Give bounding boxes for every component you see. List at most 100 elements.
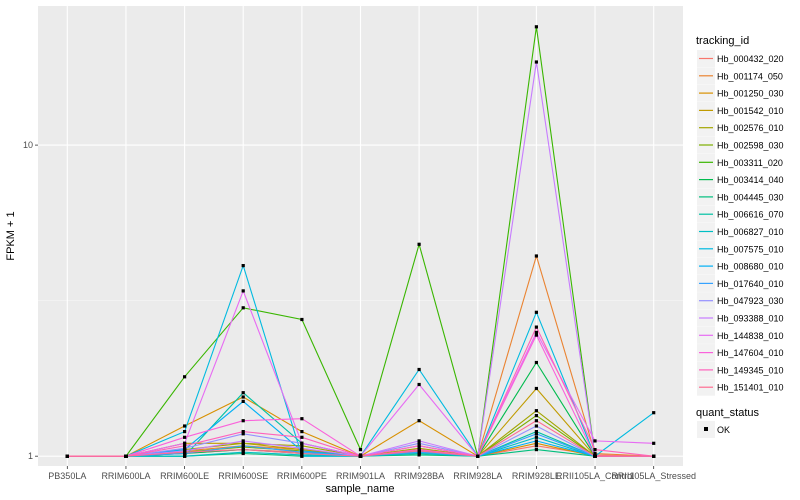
legend-label: Hb_003414_040	[717, 175, 784, 185]
data-point	[124, 454, 128, 458]
data-point	[65, 454, 69, 458]
data-point	[358, 454, 363, 458]
x-tick-label: RRIM928LA	[453, 471, 502, 481]
y-tick-label: 10	[23, 140, 33, 150]
data-point	[300, 446, 304, 450]
data-point	[241, 306, 245, 310]
legend-label: Hb_001250_030	[717, 89, 784, 99]
legend-label: Hb_002598_030	[717, 141, 784, 151]
y-axis: 1 10	[23, 140, 38, 461]
data-point	[534, 325, 538, 329]
data-point	[183, 424, 187, 428]
legend: tracking_id Hb_000432_020Hb_001174_050Hb…	[696, 35, 784, 438]
data-point	[183, 430, 187, 434]
data-point	[476, 454, 480, 458]
data-point	[417, 382, 421, 387]
data-point	[652, 441, 656, 445]
legend-label: Hb_003311_020	[717, 158, 783, 168]
legend-label: Hb_017640_010	[717, 279, 784, 289]
data-point	[300, 417, 304, 421]
data-point	[534, 419, 538, 423]
data-point	[300, 435, 304, 439]
shape-legend-ok-label: OK	[717, 425, 730, 435]
data-point	[358, 448, 363, 452]
data-point	[300, 444, 304, 448]
legend-label: Hb_002576_010	[717, 123, 784, 133]
data-point	[183, 444, 187, 448]
data-point	[593, 448, 597, 452]
data-point	[183, 454, 187, 458]
legend-label: Hb_000432_020	[717, 54, 784, 64]
data-point	[534, 448, 538, 452]
x-axis: PB350LA RRIM600LA RRIM600LE RRIM600SE RRIM60…	[48, 466, 696, 481]
legend-label: Hb_006616_070	[717, 210, 784, 220]
legend-label: Hb_147604_010	[717, 348, 784, 358]
data-point	[534, 444, 538, 448]
data-point	[417, 419, 421, 423]
x-tick-label: RRIM600LA	[101, 471, 150, 481]
legend-label: Hb_006827_010	[717, 227, 784, 237]
legend-label: Hb_008680_010	[717, 262, 784, 272]
data-point	[417, 242, 421, 246]
x-tick-label: RRIM600LE	[160, 471, 209, 481]
data-point	[534, 333, 538, 337]
data-point	[534, 430, 538, 434]
y-axis-title: FPKM + 1	[5, 211, 17, 260]
x-tick-label: RRIM600SE	[218, 471, 268, 481]
x-tick-label: RRIM901LA	[336, 471, 385, 481]
legend-label: Hb_149345_010	[717, 365, 784, 375]
data-point	[534, 439, 538, 443]
data-point	[241, 419, 245, 423]
data-point	[534, 360, 538, 365]
data-point	[300, 451, 304, 456]
data-point	[183, 435, 187, 439]
y-tick-label: 1	[28, 451, 33, 461]
data-point	[183, 450, 187, 454]
data-point	[183, 375, 187, 379]
legend-label: Hb_047923_030	[717, 296, 784, 306]
data-point	[652, 454, 656, 458]
x-tick-label: RRII105LA_Stressed	[611, 471, 696, 481]
legend-label: Hb_001542_010	[717, 106, 784, 116]
data-point	[593, 439, 597, 443]
data-point	[417, 367, 421, 372]
data-point	[534, 435, 538, 439]
data-point	[300, 441, 304, 445]
data-point	[593, 454, 597, 458]
series-points	[65, 25, 656, 458]
data-point	[534, 330, 538, 334]
data-point	[300, 454, 304, 458]
legend-label: Hb_144838_010	[717, 331, 784, 341]
legend-label: Hb_001174_050	[717, 71, 783, 81]
data-point	[593, 451, 597, 456]
data-point	[183, 446, 187, 450]
x-tick-label: PB350LA	[48, 471, 86, 481]
data-point	[241, 399, 245, 403]
data-point	[417, 444, 421, 448]
data-point	[534, 432, 538, 436]
x-axis-title: sample_name	[325, 483, 394, 495]
data-point	[534, 25, 538, 29]
x-tick-label: RRIM600PE	[277, 471, 327, 481]
legend-items: Hb_000432_020 Hb_001174_050 Hb_001250_030 H…	[697, 50, 784, 396]
shape-legend-title: quant_status	[696, 407, 759, 419]
legend-label: Hb_093388_010	[717, 314, 784, 324]
data-point	[241, 450, 245, 454]
data-point	[534, 254, 538, 258]
data-point	[241, 444, 245, 448]
data-point	[417, 439, 421, 443]
data-point	[241, 441, 245, 445]
data-point	[241, 448, 245, 452]
x-tick-label: RRIM928BA	[394, 471, 444, 481]
data-point	[417, 449, 421, 453]
data-point	[534, 424, 538, 428]
data-point	[183, 441, 187, 445]
data-point	[534, 441, 538, 445]
data-point	[300, 317, 304, 322]
data-point	[241, 289, 245, 293]
data-point	[241, 264, 245, 268]
data-point	[241, 391, 245, 395]
shape-legend-point	[704, 427, 708, 431]
legend-title: tracking_id	[696, 35, 749, 47]
legend-label: Hb_004445_030	[717, 192, 784, 202]
